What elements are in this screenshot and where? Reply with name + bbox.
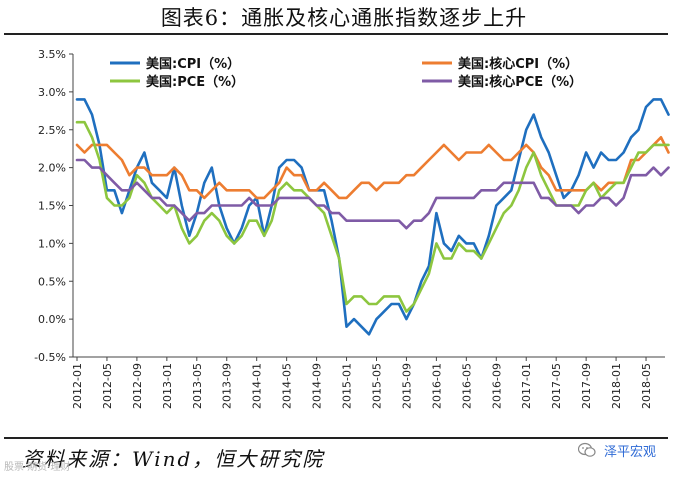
- x-tick-label: 2014-09: [311, 363, 324, 409]
- footer-divider: [4, 437, 668, 439]
- y-tick-label: 0.5%: [38, 275, 66, 288]
- legend-label-2: 美国:PCE（%）: [146, 74, 244, 90]
- x-tick-label: 2014-01: [251, 363, 264, 409]
- chart-axes: -0.5% 0.0% 0.5% 1.0% 1.5% 2.0% 2.5% 3.0% 3.5% 201…: [34, 48, 665, 409]
- y-tick-label: 2.0%: [38, 162, 66, 175]
- x-tick-label: 2015-09: [400, 363, 413, 409]
- x-tick-label: 2012-05: [101, 363, 114, 409]
- legend-label-3: 美国:核心PCE（%）: [458, 74, 582, 90]
- x-tick-label: 2014-05: [281, 363, 294, 409]
- x-tick-label: 2016-01: [430, 363, 443, 409]
- y-tick-label: 3.0%: [38, 86, 66, 99]
- inflation-line-chart: -0.5% 0.0% 0.5% 1.0% 1.5% 2.0% 2.5% 3.0% 3.5% 201…: [34, 48, 670, 409]
- wechat-icon: [578, 442, 596, 457]
- x-tick-label: 2015-05: [370, 363, 383, 409]
- x-tick-label: 2016-05: [460, 363, 473, 409]
- x-tick-label: 2018-05: [640, 363, 653, 409]
- x-tick-label: 2017-05: [550, 363, 563, 409]
- y-tick-label: 1.5%: [38, 200, 66, 213]
- x-tick-label: 2013-01: [161, 363, 174, 409]
- y-tick-label: 0.0%: [38, 313, 66, 326]
- legend-label-0: 美国:CPI（%）: [146, 56, 240, 72]
- legend-label-1: 美国:核心CPI（%）: [458, 56, 578, 72]
- x-tick-label: 2016-09: [490, 363, 503, 409]
- y-tick-label: 2.5%: [38, 124, 66, 137]
- y-tick-label: 3.5%: [38, 48, 66, 61]
- x-tick-label: 2018-01: [610, 363, 623, 409]
- series-line-2: [75, 120, 670, 313]
- chart-title: 图表6：通胀及核心通胀指数逐步上升: [160, 6, 528, 30]
- chart-legend: 美国:CPI（%） 美国:核心CPI（%） 美国:PCE（%） 美国:核心PCE（%）: [110, 56, 582, 90]
- series-line-1: [75, 136, 670, 200]
- x-tick-label: 2012-01: [71, 363, 84, 409]
- x-tick-label: 2017-01: [520, 363, 533, 409]
- y-tick-label: -0.5%: [34, 351, 66, 364]
- series-lines: [75, 98, 670, 336]
- x-tick-label: 2013-09: [221, 363, 234, 409]
- series-line-0: [75, 98, 670, 336]
- watermark-right: 泽平宏观: [604, 445, 657, 460]
- watermark-left: 股票·期货·理财: [4, 462, 71, 473]
- x-tick-label: 2013-05: [191, 363, 204, 409]
- y-tick-label: 1.0%: [38, 237, 66, 250]
- x-tick-label: 2012-09: [131, 363, 144, 409]
- series-line-3: [75, 158, 670, 230]
- x-tick-label: 2017-09: [580, 363, 593, 409]
- title-divider: [4, 33, 668, 35]
- x-tick-label: 2015-01: [341, 363, 354, 409]
- source-note: 资料来源：Wind，恒大研究院: [22, 447, 325, 471]
